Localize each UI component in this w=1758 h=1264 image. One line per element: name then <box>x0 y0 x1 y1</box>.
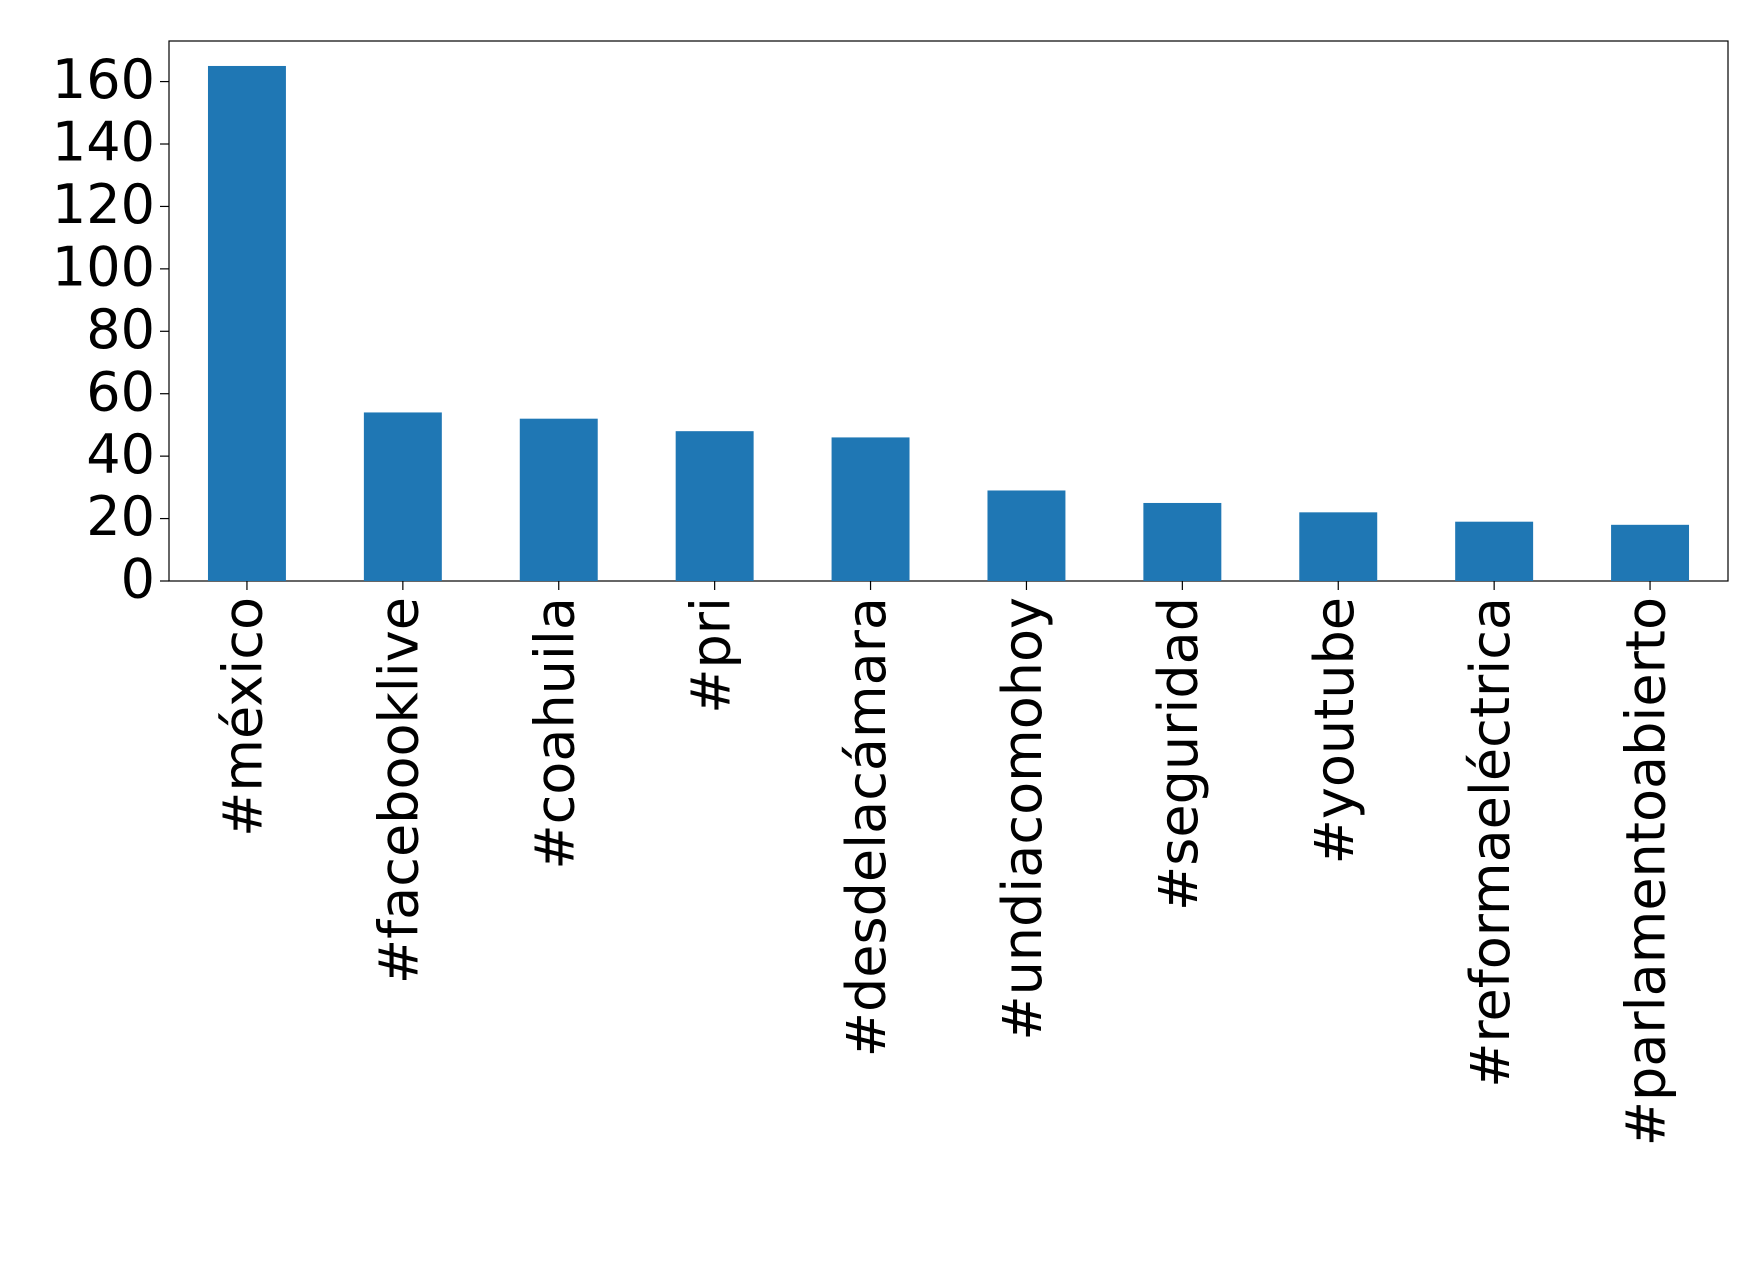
x-tick-label: #pri <box>679 597 742 714</box>
x-tick-label: #undiacomohoy <box>991 597 1054 1041</box>
x-tick-label: #desdelacámara <box>835 597 898 1057</box>
bar <box>519 418 598 581</box>
y-tick-label: 0 <box>121 548 155 611</box>
bar <box>987 490 1066 581</box>
y-tick-label: 40 <box>86 423 155 486</box>
y-tick-label: 80 <box>86 298 155 361</box>
y-tick-label: 120 <box>52 173 155 236</box>
bar <box>363 412 442 581</box>
x-tick-label: #seguridad <box>1147 597 1210 911</box>
y-tick-label: 160 <box>52 48 155 111</box>
bar <box>1143 502 1222 581</box>
bar <box>207 65 286 582</box>
x-tick-label: #facebooklive <box>367 597 430 984</box>
x-tick-label: #youtube <box>1303 597 1366 864</box>
bar <box>1299 512 1378 581</box>
x-tick-label: #méxico <box>212 597 275 837</box>
y-tick-label: 20 <box>86 485 155 548</box>
y-tick-label: 60 <box>86 360 155 423</box>
y-tick-label: 100 <box>52 236 155 299</box>
bar <box>1611 524 1690 581</box>
x-tick-label: #reformaeléctrica <box>1459 597 1522 1088</box>
bar <box>831 437 910 581</box>
x-tick-label: #parlamentoabierto <box>1615 597 1678 1146</box>
x-tick-label: #coahuila <box>523 597 586 870</box>
bar <box>675 431 754 581</box>
y-tick-label: 140 <box>52 111 155 174</box>
bar <box>1455 521 1534 581</box>
plot-frame <box>168 40 1729 582</box>
